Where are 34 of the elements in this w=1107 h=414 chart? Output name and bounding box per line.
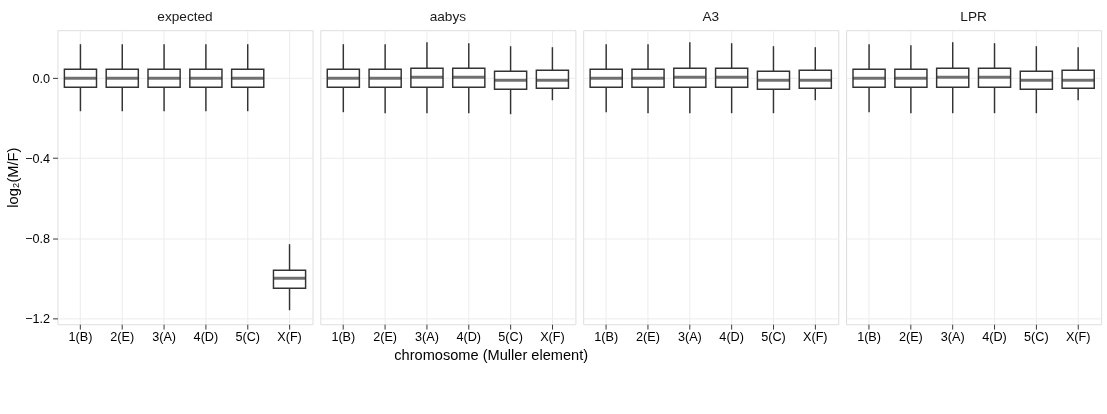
x-tick-label: 5(C) (761, 330, 786, 345)
x-tick-label: 5(C) (1024, 330, 1049, 345)
y-tick-label: 0.0 (32, 71, 51, 86)
x-tick-label: 4(D) (456, 330, 482, 345)
y-tick-label: −0.8 (25, 231, 51, 246)
x-tick-label: 4(D) (193, 330, 219, 345)
y-axis-title: log₂(M/F) (5, 147, 22, 208)
chart-title: aabys (429, 9, 467, 25)
chart-title: A3 (702, 9, 720, 25)
x-tick-label: 2(E) (898, 330, 923, 345)
chart-title: expected (157, 9, 213, 25)
x-tick-label: 2(E) (636, 330, 660, 345)
x-axis-title: chromosome (Muller element) (394, 346, 589, 363)
x-tick-label: 4(D) (719, 330, 744, 345)
x-tick-label: X(F) (802, 330, 828, 345)
x-tick-label: 1(B) (594, 330, 619, 345)
x-tick-label: 3(A) (152, 330, 177, 345)
x-tick-label: 1(B) (68, 330, 93, 345)
x-tick-label: 3(A) (677, 330, 702, 345)
x-tick-label: 3(A) (940, 330, 965, 345)
x-tick-label: X(F) (540, 330, 565, 345)
x-tick-label: 5(C) (498, 330, 523, 345)
x-tick-label: 4(D) (982, 330, 1007, 345)
x-tick-label: 3(A) (415, 330, 439, 345)
x-tick-label: 5(C) (235, 330, 260, 345)
y-tick-label: −0.4 (25, 151, 51, 166)
y-tick-label: −1.2 (25, 311, 51, 326)
chart-title: LPR (960, 9, 988, 25)
x-tick-label: X(F) (1065, 330, 1091, 345)
x-tick-label: 1(B) (857, 330, 882, 345)
x-tick-label: 1(B) (331, 330, 356, 345)
x-tick-label: 2(E) (110, 330, 135, 345)
x-tick-label: 2(E) (373, 330, 398, 345)
x-tick-label: X(F) (277, 330, 302, 345)
